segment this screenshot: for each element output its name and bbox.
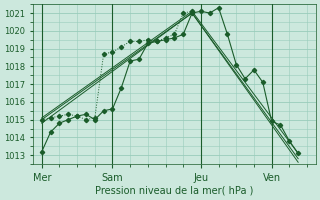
X-axis label: Pression niveau de la mer( hPa ): Pression niveau de la mer( hPa ) [95,186,253,196]
